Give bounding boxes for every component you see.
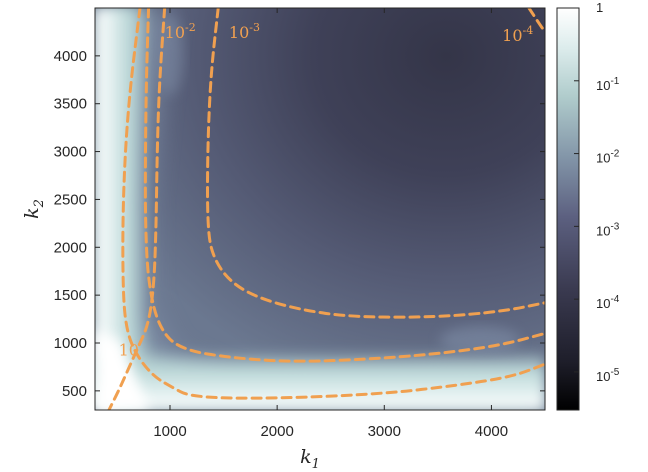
contour-line — [107, 8, 167, 410]
y-tick-label: 2500 — [54, 191, 87, 208]
y-tick-label: 500 — [62, 383, 87, 400]
y-axis-label: k2 — [21, 199, 47, 219]
colorbar-tick-label: 10-5 — [596, 367, 620, 384]
y-tick-label: 1500 — [54, 287, 87, 304]
y-tick-label: 3500 — [54, 96, 87, 113]
contour-line — [143, 8, 545, 363]
x-axis-label: k1 — [300, 446, 320, 472]
y-axis: 500 1000 1500 2000 2500 3000 3500 4000 — [54, 48, 545, 400]
colorbar-tick-label: 10-4 — [596, 294, 620, 311]
x-tick-label: 2000 — [260, 423, 293, 440]
contour-line — [121, 8, 545, 400]
colorbar-tick-label: 10-1 — [596, 76, 620, 93]
contour-label: 10-3 — [229, 21, 260, 42]
x-axis: 1000 2000 3000 4000 — [153, 8, 508, 440]
x-tick-label: 3000 — [368, 423, 401, 440]
y-tick-label: 2000 — [54, 239, 87, 256]
y-tick-label: 1000 — [54, 335, 87, 352]
colorbar — [556, 7, 580, 411]
x-tick-label: 1000 — [153, 423, 186, 440]
colorbar-tick-label: 1 — [596, 0, 603, 15]
contour-label: 10-4 — [502, 24, 533, 45]
x-tick-label: 4000 — [475, 423, 508, 440]
contour-line — [527, 8, 545, 34]
y-tick-label: 3000 — [54, 144, 87, 161]
contour-label: 10-2 — [165, 21, 196, 42]
y-tick-label: 4000 — [54, 48, 87, 65]
colorbar-tick-label: 10-2 — [596, 149, 620, 166]
colorbar-ticks: 1 10-1 10-2 10-3 10-4 10-5 — [574, 0, 620, 384]
plot-frame — [94, 7, 546, 411]
colorbar-tick-label: 10-3 — [596, 221, 620, 238]
contour-line — [205, 8, 545, 319]
